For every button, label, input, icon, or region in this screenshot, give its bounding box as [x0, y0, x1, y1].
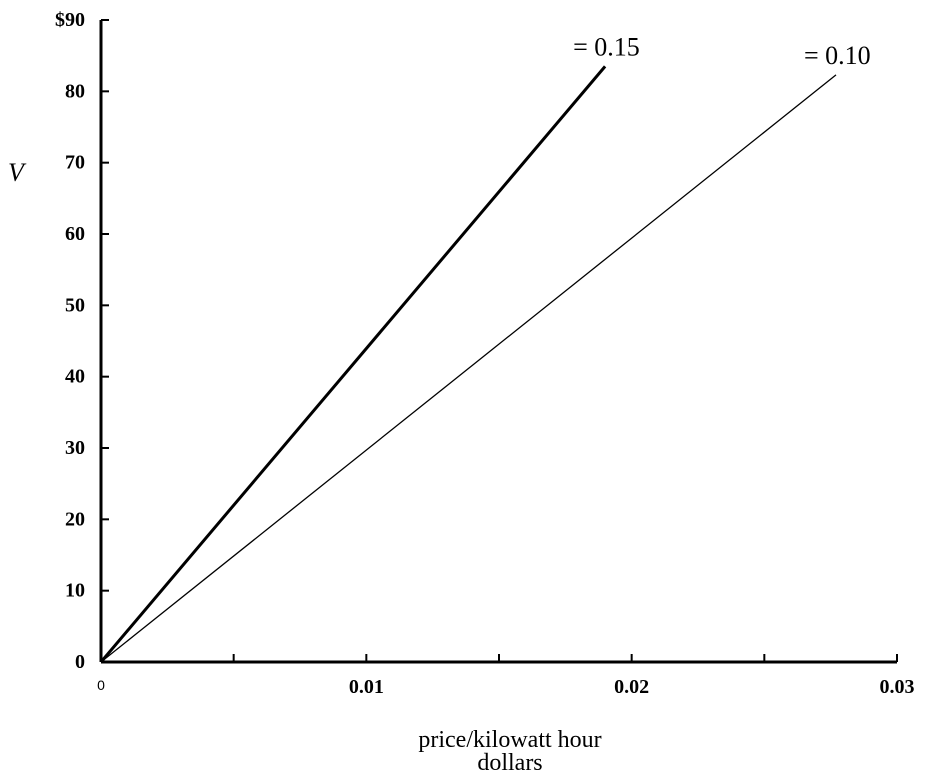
- x-tick-label: 0.01: [349, 676, 384, 698]
- series-labels: = 0.15 = 0.10: [573, 32, 871, 70]
- y-tick-label: 0: [75, 651, 85, 673]
- x-tick-label: 0.03: [880, 676, 915, 698]
- y-tick-label: 80: [65, 80, 85, 102]
- y-tick-label: 40: [65, 366, 85, 388]
- y-tick-label: 30: [65, 437, 85, 459]
- y-tick-label: 60: [65, 223, 85, 245]
- x-tick-label: 0.02: [614, 676, 649, 698]
- axes: [99, 20, 897, 664]
- series-line-2: [100, 74, 837, 663]
- y-axis-label: V: [8, 158, 27, 187]
- series-label-1: = 0.15: [573, 32, 640, 61]
- x-axis-label-line-2: dollars: [477, 750, 542, 776]
- y-tick-label: 70: [65, 152, 85, 174]
- y-ticks: 0 10 20 30 40 50 60 70 80 $90: [55, 9, 109, 673]
- series-label-2: = 0.10: [804, 41, 871, 70]
- y-tick-label: 20: [65, 508, 85, 530]
- y-tick-label: 10: [65, 580, 85, 602]
- y-tick-label: 50: [65, 294, 85, 316]
- x-tick-label: 0: [97, 677, 105, 693]
- series-lines: [99, 65, 837, 663]
- x-ticks: 0 0.01 0.02 0.03: [97, 654, 915, 698]
- y-tick-label: $90: [55, 9, 85, 31]
- x-axis-label-line-1: price/kilowatt hour: [418, 727, 601, 753]
- series-line-1: [99, 65, 607, 663]
